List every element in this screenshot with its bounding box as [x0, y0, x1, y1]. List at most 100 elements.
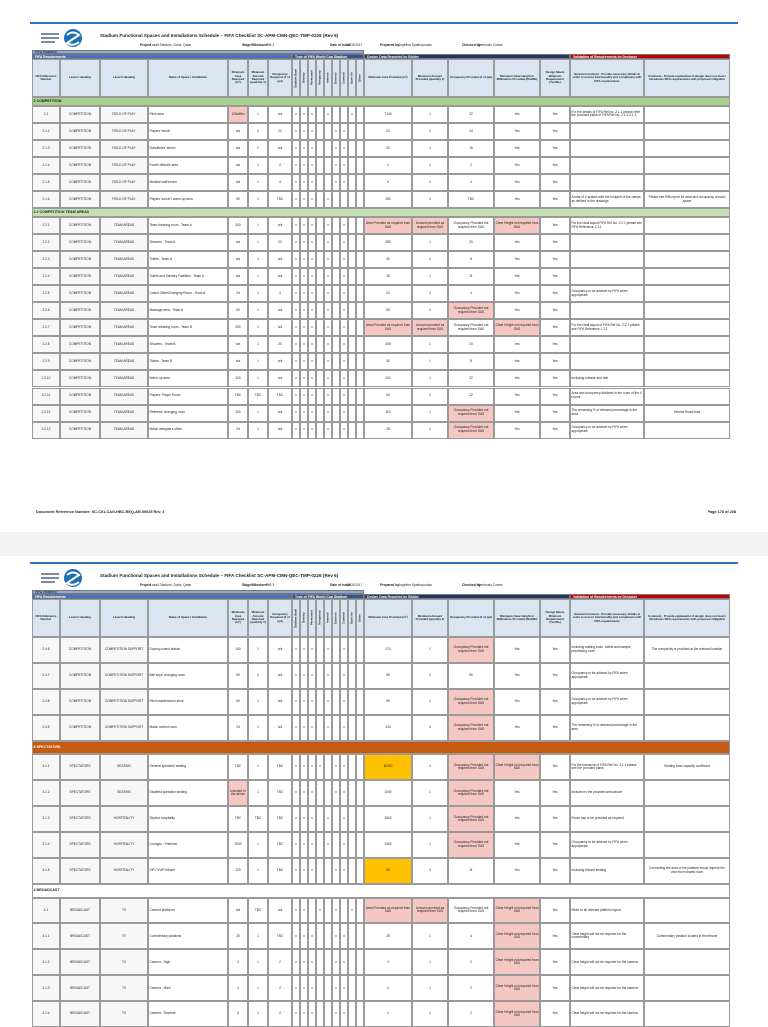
column-header: Minimum Amount Required (quantity #)	[248, 599, 268, 637]
table-cell	[332, 714, 340, 741]
table-cell	[332, 662, 340, 689]
table-cell: x	[292, 421, 300, 439]
table-cell: x	[324, 688, 332, 715]
table-cell: x	[300, 217, 308, 235]
table-cell	[316, 370, 324, 388]
column-header: Occupancy Provided (# of ppl)	[448, 599, 494, 637]
table-cell: 2	[412, 123, 448, 141]
table-cell: x	[332, 1001, 340, 1027]
table-cell: 1	[412, 268, 448, 286]
table-cell: 3.1.3	[32, 806, 60, 833]
table-cell	[356, 285, 364, 303]
table-cell: 3.1.1	[32, 754, 60, 781]
table-cell: Medical staff bench	[148, 174, 228, 192]
table-cell: COMPETITION	[60, 268, 100, 286]
table-cell: Yes	[540, 285, 570, 303]
table-cell: 4	[364, 949, 412, 976]
table-cell: 2	[412, 662, 448, 689]
table-cell: SPECTATORS	[60, 858, 100, 884]
table-cell: x	[340, 251, 348, 269]
table-cell	[356, 949, 364, 976]
table-cell: 1	[412, 251, 448, 269]
table-cell: Yes	[494, 858, 540, 884]
table-cell: n/a	[268, 714, 292, 741]
table-cell: COMPETITION SUPPORT	[100, 662, 148, 689]
table-cell	[316, 140, 324, 158]
table-cell: Warm-up area	[148, 370, 228, 388]
table-cell: n/a	[268, 662, 292, 689]
table-cell: Players' tunnel / warm-up area	[148, 191, 228, 209]
table-cell	[644, 387, 730, 405]
column-header: Overlay	[300, 599, 308, 637]
table-cell: x	[300, 780, 308, 807]
table-cell: 4.1.1	[32, 923, 60, 950]
group-header: Validation of Requirements by Designer	[570, 54, 730, 59]
table-cell: Yes	[494, 637, 540, 663]
table-cell: n/a	[268, 404, 292, 422]
table-cell: 280	[364, 191, 412, 209]
table-cell: Clear height will not be required for th…	[570, 923, 644, 950]
footer-ref: Document Reference Number: SC-C01-CAG-HB…	[36, 510, 165, 514]
table-cell: 1	[248, 688, 268, 715]
column-header: Minimum Area Required (m²)	[228, 599, 248, 637]
table-cell: 24	[228, 714, 248, 741]
table-cell	[348, 234, 356, 252]
table-cell: 4	[364, 157, 412, 175]
table-cell: COMPETITION	[60, 140, 100, 158]
header-field: Checked by	[462, 43, 481, 47]
table-cell: 1	[248, 975, 268, 1002]
table-cell: TBC	[228, 387, 248, 405]
table-cell: Included in the provided area above	[570, 780, 644, 807]
table-cell: TEAM AREAS	[100, 285, 148, 303]
doc-title: Stadium Functional Spaces and Installati…	[100, 573, 339, 578]
table-cell	[570, 157, 644, 175]
table-cell: 255	[364, 336, 412, 354]
table-cell: n/a	[228, 140, 248, 158]
table-cell: 105x68m	[228, 105, 248, 123]
page-gap	[0, 532, 768, 556]
table-cell: x	[292, 353, 300, 371]
table-cell: x	[292, 637, 300, 663]
table-cell: x	[340, 140, 348, 158]
table-cell: x	[340, 688, 348, 715]
table-cell: 1	[248, 105, 268, 123]
table-cell: 2.2.10	[32, 370, 60, 388]
table-cell: 1	[412, 421, 448, 439]
table-cell: Clear Height not required from SAS	[494, 754, 540, 781]
table-cell: Clear Height not required from SAS	[494, 975, 540, 1002]
table-cell: FIELD OF PLAY	[100, 140, 148, 158]
table-cell: Camera - High	[148, 949, 228, 976]
table-cell: Yes	[540, 975, 570, 1002]
table-cell	[644, 140, 730, 158]
column-header: Minimum Area Provided (m²)	[364, 59, 412, 97]
table-cell	[316, 319, 324, 337]
table-cell: 100	[228, 370, 248, 388]
column-header: Comment - Provide explanation if design …	[644, 59, 730, 97]
table-cell: Yes	[540, 191, 570, 209]
group-header: Design Data Reported by Bidder	[364, 594, 570, 599]
header-field: Stage/Milestone	[242, 43, 268, 47]
table-cell: 30	[364, 353, 412, 371]
header-field: Ambrosio Cortez	[478, 583, 503, 587]
table-cell: Yes	[494, 806, 540, 833]
table-cell: x	[324, 353, 332, 371]
table-cell: Yes	[540, 140, 570, 158]
table-cell: Yes	[540, 754, 570, 781]
table-cell: Yes	[494, 832, 540, 859]
table-cell	[356, 234, 364, 252]
table-cell: Yes	[494, 302, 540, 320]
table-cell: x	[292, 105, 300, 123]
table-cell: SEATING	[100, 780, 148, 807]
table-cell	[356, 157, 364, 175]
table-cell: 1	[412, 404, 448, 422]
table-cell: Pitch maintenance store	[148, 688, 228, 715]
top-rule	[30, 562, 738, 564]
table-cell: 2.2.4	[32, 268, 60, 286]
table-cell: 50	[228, 191, 248, 209]
table-cell: COMPETITION	[60, 319, 100, 337]
table-cell: 1	[412, 949, 448, 976]
table-cell: Yes	[540, 897, 570, 924]
table-cell: HOSPITALITY	[100, 806, 148, 833]
table-cell	[340, 897, 348, 924]
table-cell: Occupancy Provided not required from SAS	[448, 688, 494, 715]
